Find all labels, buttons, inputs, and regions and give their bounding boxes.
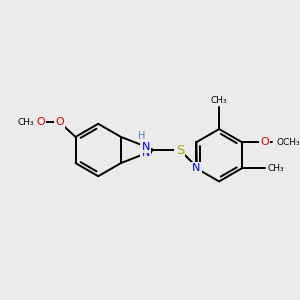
Text: OCH₃: OCH₃ (276, 138, 300, 147)
Text: N: N (142, 148, 150, 158)
Text: O: O (260, 137, 269, 147)
Text: N: N (142, 142, 150, 152)
Text: CH₃: CH₃ (211, 96, 227, 105)
Text: N: N (192, 163, 201, 173)
Text: CH₃: CH₃ (267, 164, 284, 173)
Text: O: O (37, 118, 45, 128)
Text: S: S (176, 143, 184, 157)
Text: methoxy: methoxy (37, 121, 43, 122)
Text: CH₃: CH₃ (18, 118, 34, 127)
Text: O: O (56, 118, 64, 128)
Text: H: H (138, 131, 146, 141)
